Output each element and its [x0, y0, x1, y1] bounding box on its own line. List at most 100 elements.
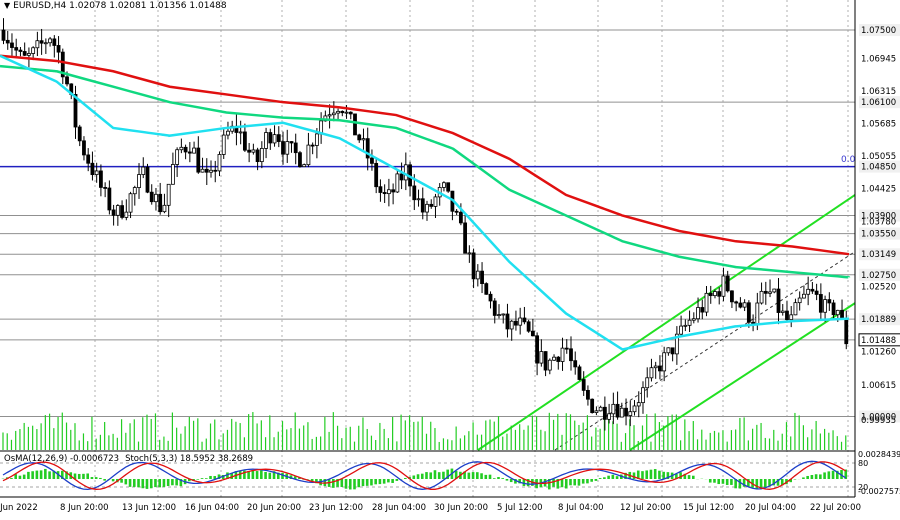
candle-body-129 [547, 359, 552, 371]
candle-body-37 [158, 193, 163, 213]
candle-body-6 [27, 53, 31, 56]
candle-body-33 [141, 166, 146, 175]
candle-body-66 [281, 141, 285, 155]
candle-body-57 [242, 131, 247, 151]
candle-body-80 [340, 110, 345, 114]
candle-body-128 [543, 351, 548, 371]
candle-body-151 [641, 387, 645, 404]
candle-body-92 [391, 189, 396, 193]
price-tag-bg-10 [859, 227, 900, 240]
candle-body-102 [433, 196, 438, 207]
time-label-11: 15 Jul 12:00 [683, 503, 734, 513]
candle-body-88 [374, 162, 379, 188]
price-label-17: 1.00615 [861, 381, 896, 391]
candlesticks [1, 18, 849, 431]
candle-body-132 [560, 347, 565, 362]
candle-body-141 [598, 406, 603, 412]
candle-body-43 [183, 146, 188, 153]
candle-body-87 [370, 157, 374, 164]
candle-body-179 [759, 290, 764, 304]
time-label-9: 8 Jul 04:00 [558, 503, 604, 513]
candle-body-183 [776, 288, 781, 313]
candle-body-10 [43, 42, 48, 45]
osma-axis-label-2: 20 [858, 483, 868, 492]
candle-body-60 [255, 149, 260, 163]
candle-body-131 [556, 356, 561, 362]
horizontal-levels [0, 29, 855, 418]
candle-body-152 [645, 377, 650, 389]
time-label-7: 30 Jun 20:00 [434, 503, 488, 513]
candle-body-199 [844, 318, 849, 345]
candle-body-164 [696, 307, 700, 320]
candle-body-147 [624, 407, 628, 417]
candle-body-78 [331, 112, 336, 116]
candle-body-115 [488, 293, 493, 302]
time-label-5: 23 Jun 12:00 [309, 503, 363, 513]
candle-body-81 [344, 111, 349, 114]
candle-body-49 [209, 169, 213, 173]
candle-body-166 [704, 292, 709, 313]
time-label-8: 5 Jul 12:00 [497, 503, 543, 513]
candle-body-25 [107, 187, 112, 211]
candle-body-28 [120, 205, 124, 218]
triangle-down-icon[interactable]: ▼ [4, 1, 11, 10]
candle-body-69 [293, 142, 298, 154]
candle-body-121 [514, 320, 518, 326]
candle-body-21 [90, 162, 95, 176]
price-label-16: 1.01260 [861, 348, 896, 358]
candle-body-186 [789, 314, 794, 321]
candle-body-70 [298, 152, 302, 168]
chart-header: ▼ EURUSD,H4 1.02078 1.02081 1.01356 1.014… [4, 1, 227, 11]
price-label-1: 1.06945 [861, 55, 896, 65]
candle-body-53 [226, 130, 230, 136]
candle-body-138 [586, 389, 590, 400]
candle-body-116 [492, 300, 497, 316]
candle-body-160 [679, 325, 683, 335]
price-label-11: 1.03149 [861, 250, 896, 260]
candle-body-1 [5, 39, 10, 44]
candle-body-82 [348, 111, 353, 115]
candle-body-110 [467, 252, 472, 255]
price-label-12: 1.02750 [861, 271, 896, 281]
time-label-1: 8 Jun 20:00 [60, 503, 109, 513]
price-label-4: 1.05685 [861, 120, 896, 130]
fibo-level-label: 0.0 [841, 155, 856, 165]
time-axis-labels: 6 Jun 2022 8 Jun 20:00 13 Jun 12:00 16 Jun … [0, 503, 861, 513]
candle-body-17 [73, 93, 78, 128]
candle-body-32 [137, 174, 141, 188]
candle-body-48 [204, 168, 209, 173]
candle-body-38 [162, 204, 167, 213]
candle-body-74 [314, 133, 319, 146]
candle-body-109 [463, 222, 468, 254]
candle-body-30 [128, 193, 133, 213]
candle-body-72 [306, 144, 311, 166]
candle-body-108 [458, 211, 463, 224]
candle-body-140 [594, 410, 599, 413]
price-label-14: 1.01889 [861, 315, 896, 325]
candle-body-198 [840, 309, 844, 319]
ma-red-line [0, 54, 850, 256]
price-label-15: 1.01488 [861, 336, 896, 346]
candle-body-15 [65, 76, 69, 85]
price-tag-bg-15 [858, 333, 900, 347]
candle-body-20 [86, 154, 91, 164]
candle-body-165 [700, 307, 705, 313]
price-tag-bg-6 [859, 160, 900, 173]
symbol-label: EURUSD,H4 [13, 1, 67, 11]
candle-body-175 [742, 302, 747, 308]
price-tag-bg-18 [859, 410, 900, 423]
candle-body-167 [708, 292, 713, 297]
candle-body-67 [285, 141, 290, 155]
candle-body-45 [192, 147, 196, 154]
candle-body-180 [763, 290, 768, 294]
candle-body-143 [607, 413, 612, 420]
candle-body-191 [810, 288, 815, 292]
time-label-13: 22 Jul 20:00 [810, 503, 861, 513]
candle-body-101 [429, 203, 434, 207]
stoch-label: Stoch(5,3,3) 18.5952 38.2689 [125, 454, 254, 464]
price-tag-bg-12 [859, 268, 900, 281]
candle-body-77 [327, 114, 332, 117]
candle-body-189 [802, 293, 806, 299]
axes [0, 0, 856, 498]
